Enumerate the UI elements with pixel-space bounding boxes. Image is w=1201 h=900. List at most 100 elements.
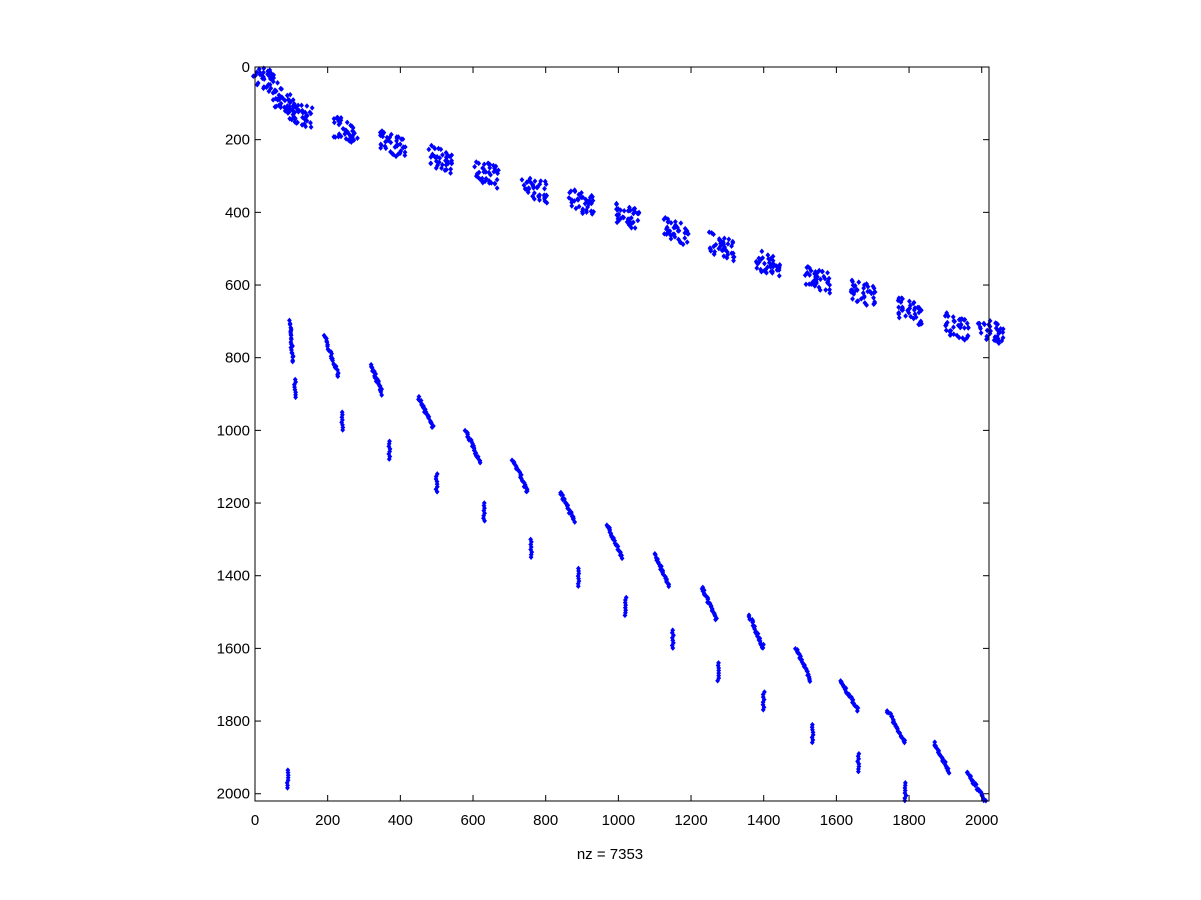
nonzero-point [850, 296, 855, 302]
nonzero-point [760, 706, 766, 713]
nonzero-point [335, 367, 340, 373]
nonzero-point [291, 101, 297, 107]
nonzero-point [978, 325, 983, 332]
nonzero-point [671, 224, 677, 231]
nonzero-point [872, 289, 878, 295]
nonzero-point [718, 243, 723, 249]
nonzero-point [900, 305, 906, 312]
nonzero-point [854, 287, 860, 293]
nonzero-point [377, 383, 383, 390]
nonzero-point [730, 250, 736, 257]
nonzero-point [285, 110, 291, 116]
nonzero-point [444, 154, 450, 161]
nonzero-point [528, 541, 534, 548]
nonzero-point [292, 119, 298, 125]
nonzero-point [290, 358, 296, 365]
nonzero-point [332, 134, 338, 140]
nonzero-point [486, 161, 491, 167]
nonzero-point [265, 68, 271, 75]
nonzero-point [379, 128, 385, 134]
nonzero-point [769, 270, 775, 276]
nonzero-point [481, 507, 487, 514]
nonzero-point [959, 316, 965, 322]
nonzero-point [482, 518, 487, 524]
nonzero-point [956, 334, 962, 341]
nonzero-point [448, 170, 453, 176]
nonzero-point [765, 264, 771, 270]
x-tick-label: 1000 [602, 812, 635, 829]
nonzero-point [582, 200, 588, 207]
y-tick-label: 400 [225, 204, 250, 221]
nonzero-point [730, 254, 736, 261]
nonzero-point [661, 216, 667, 223]
nonzero-point [275, 80, 280, 86]
nonzero-point [281, 104, 287, 111]
nonzero-point [750, 619, 756, 626]
nonzero-point [443, 162, 449, 168]
nonzero-point [588, 208, 594, 215]
nonzero-point [623, 607, 629, 614]
nonzero-point [672, 218, 678, 225]
nonzero-point [544, 192, 550, 199]
nonzero-point [475, 454, 480, 461]
nonzero-point [447, 153, 453, 160]
nonzero-point [625, 208, 631, 214]
nonzero-point [770, 257, 776, 264]
nonzero-point [622, 612, 628, 619]
nonzero-point [1000, 329, 1006, 336]
nonzero-point [809, 739, 815, 746]
nonzero-point [860, 290, 866, 296]
nonzero-point [479, 175, 485, 182]
nonzero-point [388, 139, 394, 146]
nonzero-point [719, 247, 725, 254]
nonzero-point [482, 178, 488, 185]
nonzero-point [301, 121, 307, 127]
nonzero-point [288, 107, 294, 114]
nonzero-point [576, 203, 582, 210]
nonzero-point [823, 287, 829, 293]
nonzero-point [856, 756, 862, 762]
nonzero-point [270, 90, 276, 96]
nonzero-point [426, 146, 432, 153]
x-tick-label: 1800 [892, 812, 925, 829]
nonzero-point [257, 69, 263, 76]
nonzero-point [488, 180, 494, 186]
nonzero-point [615, 215, 621, 222]
nonzero-point [336, 131, 342, 137]
nonzero-point [538, 178, 544, 184]
nonzero-point [479, 177, 485, 184]
nonzero-point [265, 71, 270, 78]
x-tick-label: 1400 [747, 812, 780, 829]
nonzero-point [709, 230, 715, 236]
nonzero-point [284, 92, 290, 99]
nonzero-point [295, 107, 301, 114]
nonzero-point [524, 488, 530, 494]
nonzero-point [825, 269, 830, 276]
nonzero-point [635, 210, 641, 217]
nonzero-point [850, 278, 855, 285]
nonzero-point [996, 337, 1001, 344]
nonzero-point [295, 119, 300, 126]
nonzero-point [816, 284, 822, 291]
nonzero-point [760, 645, 766, 651]
y-tick-label: 1800 [217, 713, 250, 730]
nonzero-point [282, 108, 288, 114]
nonzero-point [827, 282, 833, 288]
nonzero-point [542, 185, 547, 192]
nonzero-point [377, 129, 383, 136]
nonzero-point [483, 169, 489, 175]
nonzero-point [268, 85, 274, 92]
nonzero-point [326, 347, 332, 354]
nonzero-point [511, 460, 517, 467]
nonzero-point [729, 243, 734, 249]
nonzero-point [398, 148, 404, 154]
plot-frame [254, 66, 990, 802]
nonzero-point [387, 438, 392, 445]
nonzero-point [575, 583, 581, 590]
x-tick-label: 0 [251, 812, 259, 829]
nonzero-point [340, 427, 346, 433]
nonzero-point [951, 318, 957, 324]
nonzero-point [477, 459, 483, 466]
nonzero-point [861, 285, 867, 291]
nonzero-point [753, 629, 758, 636]
